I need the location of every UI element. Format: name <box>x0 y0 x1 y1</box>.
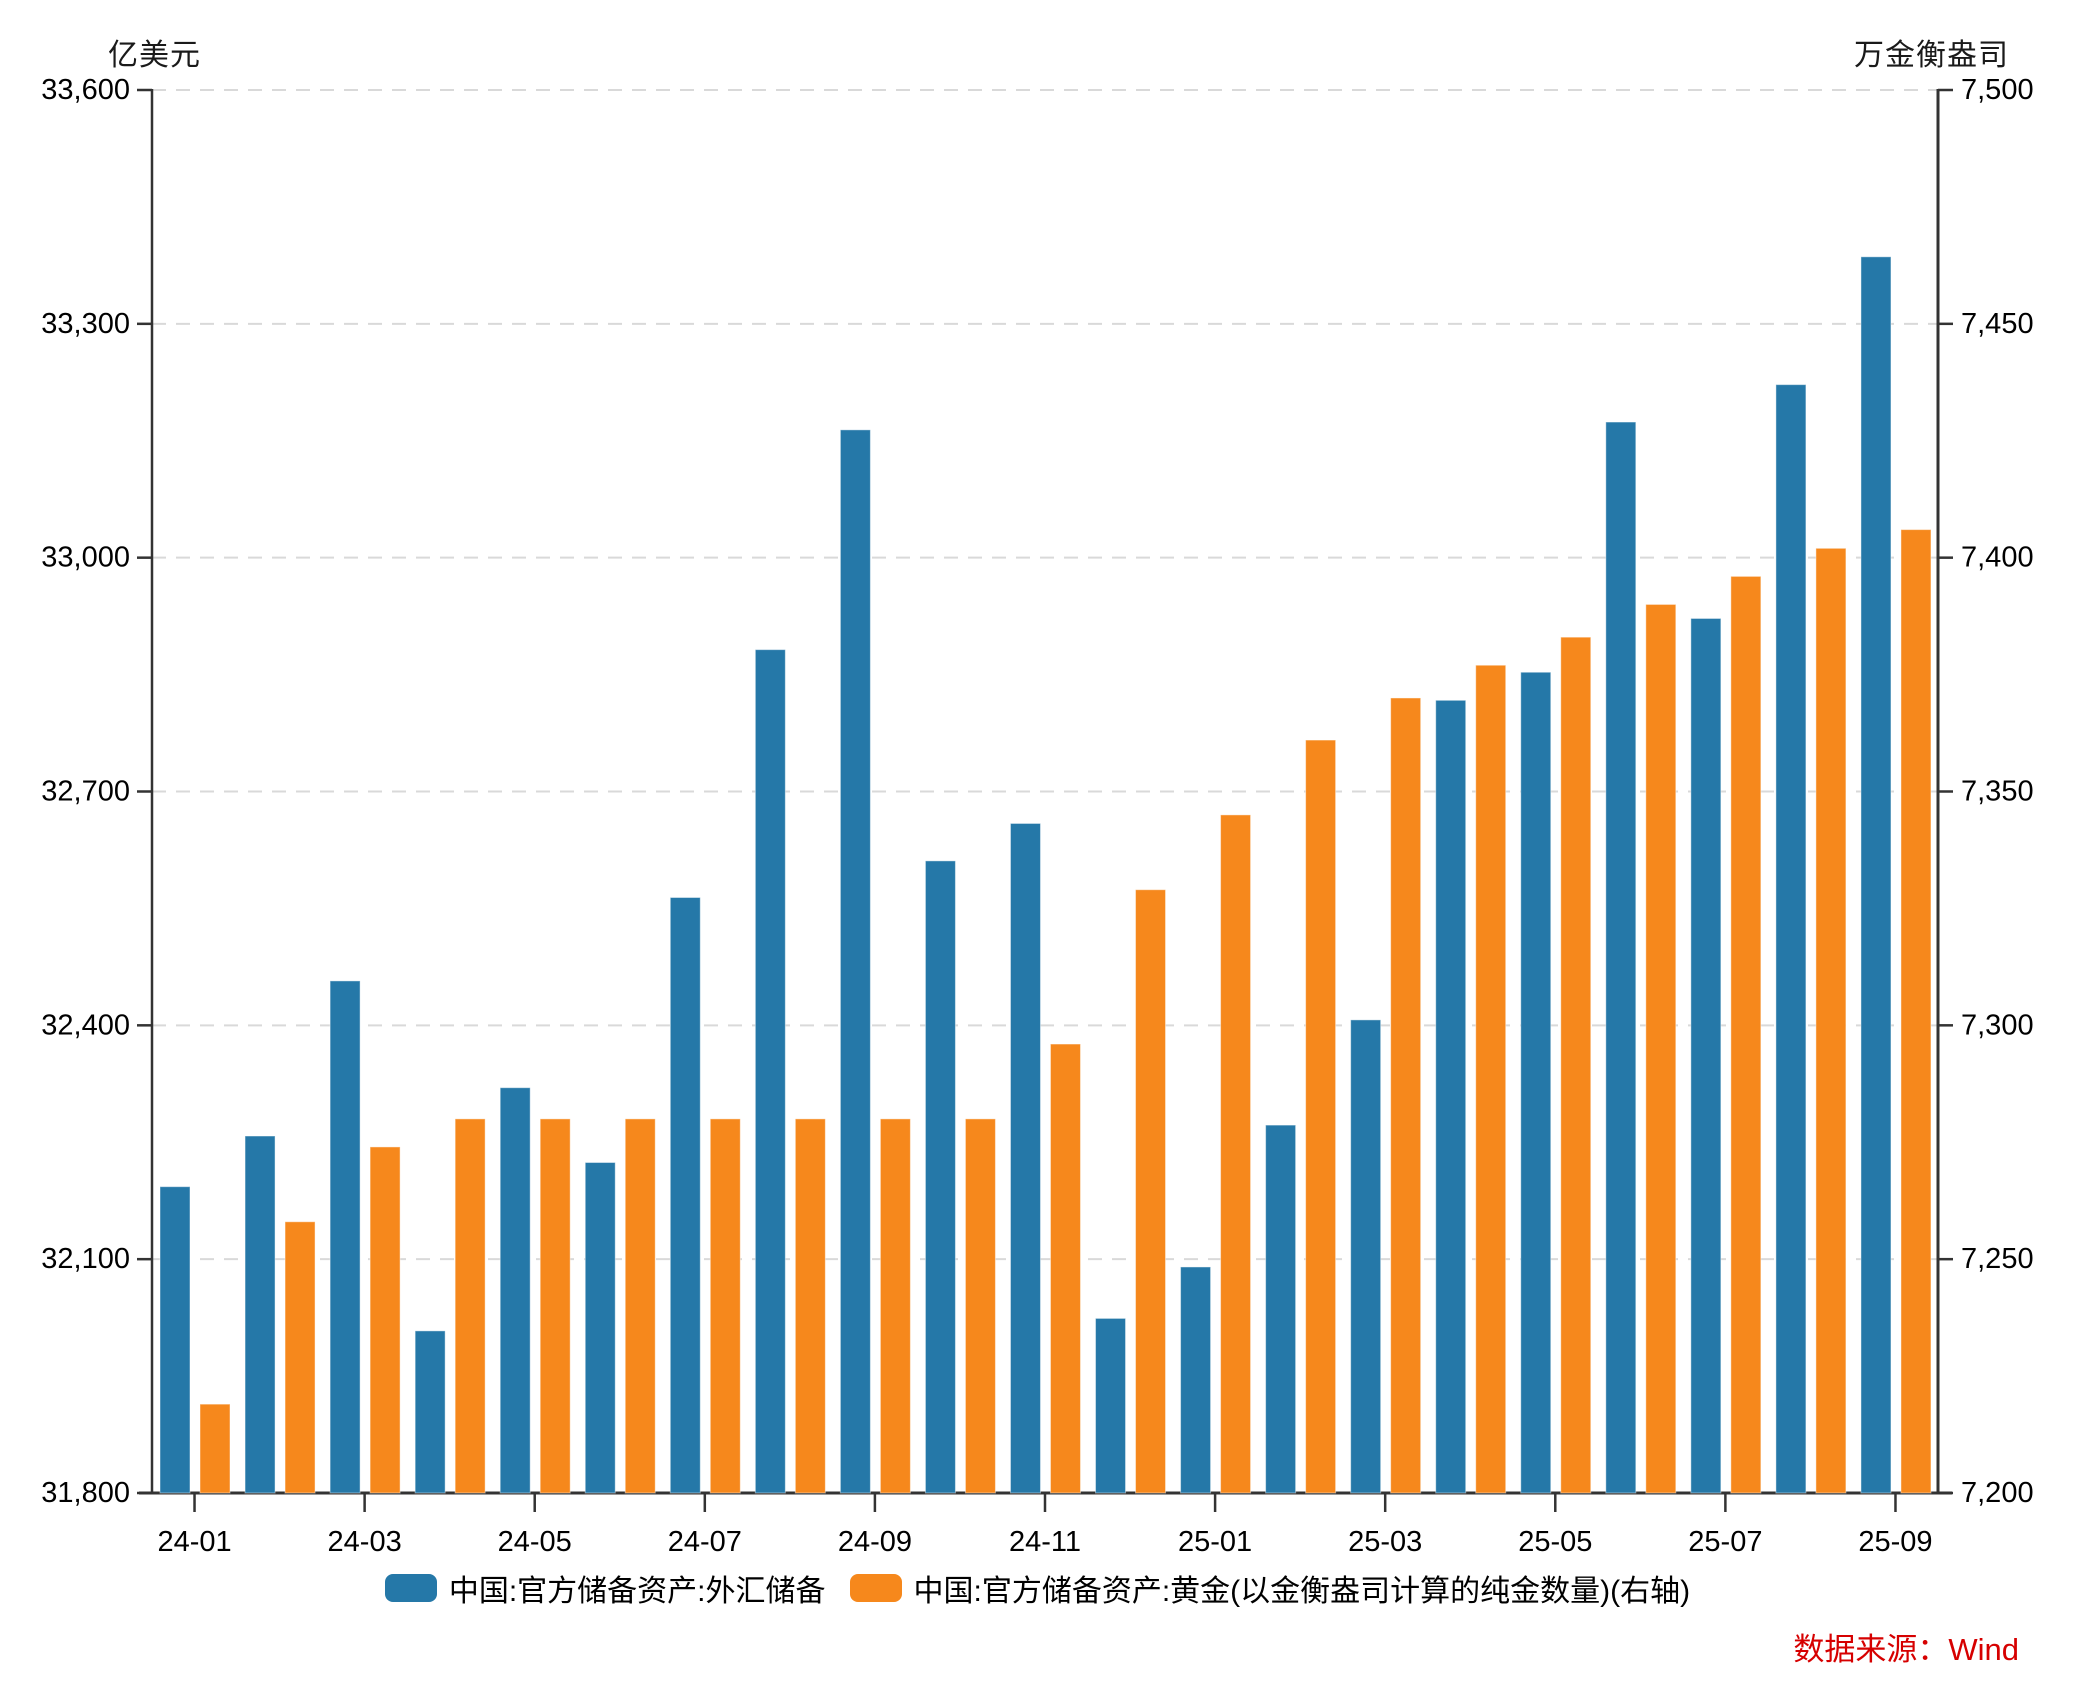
bar-gold-25-02 <box>1305 739 1337 1494</box>
bar-fx-24-01 <box>159 1186 191 1494</box>
bar-gold-24-03 <box>369 1146 401 1494</box>
right-axis-tick-label: 7,400 <box>1961 542 2034 574</box>
bar-fx-25-03 <box>1350 1019 1382 1494</box>
legend-item-gold: 中国:官方储备资产:黄金(以金衡盎司计算的纯金数量)(右轴) <box>849 1566 1691 1610</box>
x-axis-tick-label: 25-03 <box>1348 1526 1422 1558</box>
legend-label-fx-reserves: 中国:官方储备资产:外汇储备 <box>448 1575 826 1608</box>
legend-label-gold: 中国:官方储备资产:黄金(以金衡盎司计算的纯金数量)(右轴) <box>913 1575 1691 1608</box>
legend-swatch-fx-reserves <box>384 1574 437 1602</box>
bar-gold-24-12 <box>1135 889 1167 1494</box>
bar-fx-25-01 <box>1180 1266 1212 1494</box>
legend: 中国:官方储备资产:外汇储备 中国:官方储备资产:黄金(以金衡盎司计算的纯金数量… <box>0 1566 2075 1610</box>
bar-fx-24-07 <box>669 897 701 1494</box>
bar-gold-24-08 <box>794 1118 826 1494</box>
bar-fx-24-08 <box>754 649 786 1494</box>
bar-fx-25-04 <box>1435 699 1467 1494</box>
right-axis-tick-label: 7,450 <box>1961 308 2034 340</box>
bar-fx-24-03 <box>329 980 361 1494</box>
right-axis-tick-label: 7,250 <box>1961 1243 2034 1275</box>
x-axis-tick-label: 25-07 <box>1688 1526 1762 1558</box>
bar-gold-24-01 <box>199 1403 231 1494</box>
left-axis-tick-label: 33,300 <box>41 308 130 340</box>
bar-gold-25-08 <box>1815 547 1847 1494</box>
bar-gold-25-07 <box>1730 575 1762 1494</box>
right-axis-tick-label: 7,200 <box>1961 1477 2034 1509</box>
right-axis-tick-label: 7,300 <box>1961 1009 2034 1041</box>
x-axis-tick-label: 25-05 <box>1518 1526 1592 1558</box>
bar-gold-24-11 <box>1049 1043 1081 1494</box>
left-axis-tick-label: 32,700 <box>41 776 130 808</box>
bar-gold-25-03 <box>1390 697 1422 1494</box>
bar-fx-24-02 <box>244 1135 276 1494</box>
x-axis-tick-label: 25-01 <box>1178 1526 1252 1558</box>
bar-fx-25-02 <box>1265 1124 1297 1494</box>
left-axis-tick-label: 33,600 <box>41 74 130 106</box>
left-axis-tick-label: 33,000 <box>41 542 130 574</box>
bar-gold-24-05 <box>539 1118 571 1494</box>
bar-fx-25-08 <box>1775 384 1807 1494</box>
bar-gold-24-06 <box>624 1118 656 1494</box>
bar-gold-24-07 <box>709 1118 741 1494</box>
bar-gold-24-10 <box>964 1118 996 1494</box>
x-axis-tick-label: 25-09 <box>1858 1526 1932 1558</box>
bar-gold-25-09 <box>1900 529 1932 1494</box>
bar-fx-24-10 <box>924 860 956 1494</box>
bar-fx-24-09 <box>839 429 871 1494</box>
legend-swatch-gold <box>849 1574 902 1602</box>
bar-fx-24-12 <box>1095 1317 1127 1494</box>
bar-fx-25-06 <box>1605 421 1637 1494</box>
left-axis-tick-label: 32,400 <box>41 1009 130 1041</box>
x-axis-tick-label: 24-05 <box>498 1526 572 1558</box>
left-axis-tick-label: 31,800 <box>41 1477 130 1509</box>
bar-fx-25-05 <box>1520 671 1552 1494</box>
left-axis-tick-label: 32,100 <box>41 1243 130 1275</box>
bar-gold-25-06 <box>1645 603 1677 1494</box>
bar-fx-25-09 <box>1860 256 1892 1494</box>
bar-fx-24-06 <box>584 1162 616 1494</box>
bar-fx-24-05 <box>499 1087 531 1494</box>
x-axis-tick-label: 24-07 <box>668 1526 742 1558</box>
bar-fx-24-04 <box>414 1330 446 1494</box>
bar-gold-25-04 <box>1475 664 1507 1494</box>
bar-gold-24-02 <box>284 1221 316 1494</box>
bar-gold-24-09 <box>879 1118 911 1494</box>
bar-gold-25-01 <box>1220 814 1252 1494</box>
bar-gold-25-05 <box>1560 636 1592 1494</box>
x-axis-tick-label: 24-01 <box>157 1526 231 1558</box>
x-axis-tick-label: 24-09 <box>838 1526 912 1558</box>
right-axis-tick-label: 7,500 <box>1961 74 2034 106</box>
x-axis-tick-label: 24-03 <box>328 1526 402 1558</box>
legend-item-fx-reserves: 中国:官方储备资产:外汇储备 <box>384 1566 826 1610</box>
data-source-note: 数据来源：Wind <box>1793 1632 2019 1667</box>
bar-fx-24-11 <box>1009 822 1041 1494</box>
right-axis-tick-label: 7,350 <box>1961 776 2034 808</box>
left-axis-unit-label: 亿美元 <box>108 39 201 72</box>
right-axis-unit-label: 万金衡盎司 <box>1854 39 2009 72</box>
bar-fx-25-07 <box>1690 617 1722 1494</box>
x-axis-tick-label: 24-11 <box>1009 1526 1081 1558</box>
bar-gold-24-04 <box>454 1118 486 1494</box>
